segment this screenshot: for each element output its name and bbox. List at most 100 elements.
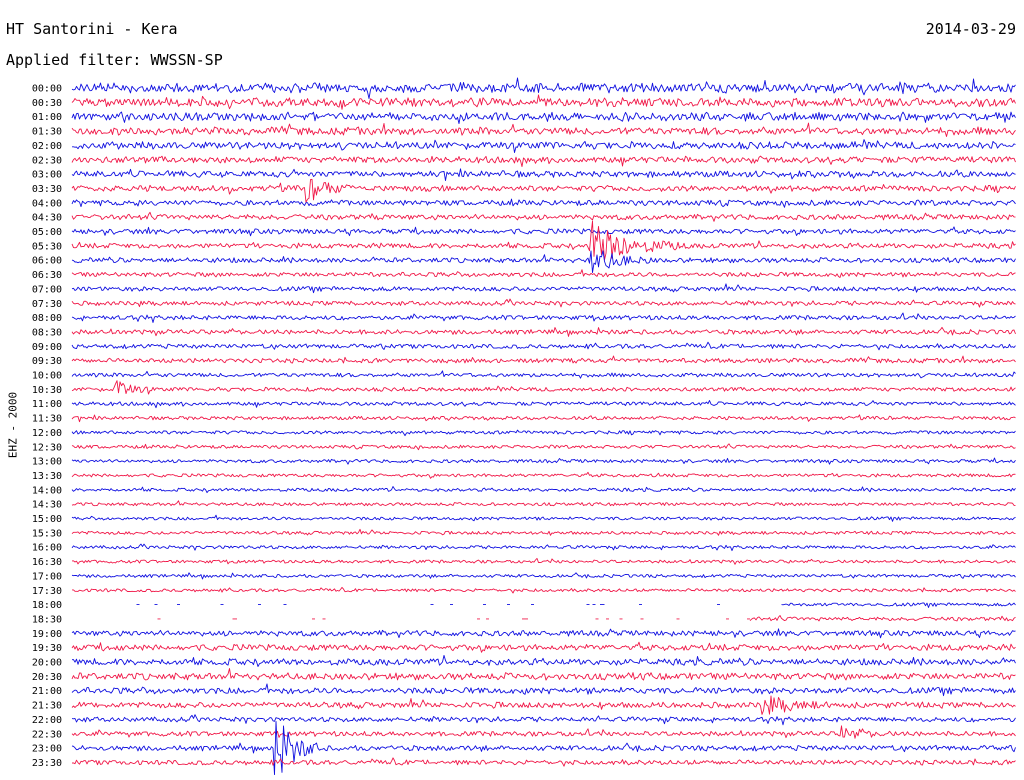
time-label: 01:00 <box>32 112 62 123</box>
time-label: 23:30 <box>32 758 62 769</box>
seismic-trace <box>71 283 1016 294</box>
seismic-trace <box>71 211 1016 222</box>
time-label: 06:30 <box>32 270 62 281</box>
time-label: 15:00 <box>32 514 62 525</box>
time-label: 02:00 <box>32 141 62 152</box>
seismic-trace <box>71 500 1016 507</box>
filter-label: Applied filter: <box>6 51 142 69</box>
seismic-trace <box>71 250 1016 274</box>
seismic-trace <box>71 269 1016 278</box>
seismic-trace <box>157 615 1016 622</box>
seismic-trace <box>71 557 1016 565</box>
time-label: 04:00 <box>32 198 62 209</box>
time-label: 05:00 <box>32 227 62 238</box>
time-label: 20:30 <box>32 672 62 683</box>
time-label: 05:30 <box>32 241 62 252</box>
seismic-trace <box>71 298 1016 308</box>
station-title: HT Santorini - Kera <box>6 20 178 38</box>
time-label: 12:00 <box>32 428 62 439</box>
time-label: 00:30 <box>32 98 62 109</box>
seismic-trace <box>71 628 1016 639</box>
seismic-trace <box>71 312 1016 323</box>
seismic-trace <box>71 725 1016 739</box>
time-label: 19:30 <box>32 643 62 654</box>
time-label: 20:00 <box>32 658 62 669</box>
seismic-trace <box>71 122 1016 137</box>
time-label: 14:30 <box>32 500 62 511</box>
seismic-trace <box>71 326 1016 337</box>
time-label: 11:00 <box>32 399 62 410</box>
seismic-trace <box>71 486 1016 494</box>
time-label: 12:30 <box>32 442 62 453</box>
time-label: 07:00 <box>32 284 62 295</box>
record-date: 2014-03-29 <box>925 20 1016 38</box>
seismic-trace <box>71 714 1016 726</box>
time-label: 13:30 <box>32 471 62 482</box>
time-label: 04:30 <box>32 213 62 224</box>
time-label: 07:30 <box>32 299 62 310</box>
time-label: 22:00 <box>32 715 62 726</box>
time-label: 03:00 <box>32 170 62 181</box>
seismic-trace <box>71 429 1016 437</box>
seismic-trace <box>72 586 1016 594</box>
seismic-trace <box>71 380 1016 395</box>
seismic-trace <box>72 139 1016 153</box>
time-label: 13:00 <box>32 457 62 468</box>
seismic-trace <box>71 514 1016 522</box>
time-label: 03:30 <box>32 184 62 195</box>
seismic-trace <box>71 720 1016 776</box>
time-label: 10:00 <box>32 371 62 382</box>
time-label: 14:00 <box>32 485 62 496</box>
seismic-trace <box>71 443 1016 451</box>
time-label: 11:30 <box>32 414 62 425</box>
time-label: 19:00 <box>32 629 62 640</box>
seismic-trace <box>71 757 1016 767</box>
seismic-trace <box>71 220 1016 261</box>
time-label: 22:30 <box>32 729 62 740</box>
seismic-trace <box>71 168 1016 182</box>
seismic-trace <box>71 572 1016 580</box>
filter-line: Applied filter: WWSSN-SP <box>6 51 223 69</box>
time-label: 23:00 <box>32 744 62 755</box>
time-label: 21:30 <box>32 701 62 712</box>
seismic-trace <box>71 178 1016 203</box>
seismic-trace <box>71 683 1016 697</box>
time-label: 08:00 <box>32 313 62 324</box>
seismic-trace <box>136 602 1016 608</box>
time-label: 09:00 <box>32 342 62 353</box>
seismic-trace <box>71 695 1016 715</box>
seismic-trace <box>71 198 1016 208</box>
seismic-trace <box>71 94 1016 110</box>
time-label: 21:00 <box>32 686 62 697</box>
time-label: 15:30 <box>32 528 62 539</box>
seismic-trace <box>71 341 1016 351</box>
seismic-trace <box>71 668 1016 681</box>
seismic-trace <box>71 457 1016 465</box>
seismic-trace <box>71 528 1016 536</box>
seismic-trace <box>71 654 1016 667</box>
time-label: 06:00 <box>32 256 62 267</box>
time-label: 02:30 <box>32 155 62 166</box>
seismic-trace <box>71 543 1016 552</box>
time-label: 10:30 <box>32 385 62 396</box>
time-label: 01:30 <box>32 127 62 138</box>
time-label: 16:30 <box>32 557 62 568</box>
time-label: 17:00 <box>32 571 62 582</box>
seismic-trace <box>71 414 1016 423</box>
seismic-trace <box>71 471 1016 479</box>
time-label: 16:00 <box>32 543 62 554</box>
time-label: 18:30 <box>32 614 62 625</box>
seismic-trace <box>71 355 1016 364</box>
seismic-trace <box>71 226 1016 237</box>
time-label: 18:00 <box>32 600 62 611</box>
seismic-trace <box>71 400 1016 409</box>
seismic-trace <box>71 155 1016 168</box>
seismic-trace <box>71 641 1016 653</box>
time-label: 09:30 <box>32 356 62 367</box>
seismic-trace <box>71 370 1016 379</box>
time-label: 17:30 <box>32 586 62 597</box>
seismic-trace <box>71 77 1016 99</box>
seismic-trace <box>71 111 1016 125</box>
filter-value: WWSSN-SP <box>150 51 223 69</box>
